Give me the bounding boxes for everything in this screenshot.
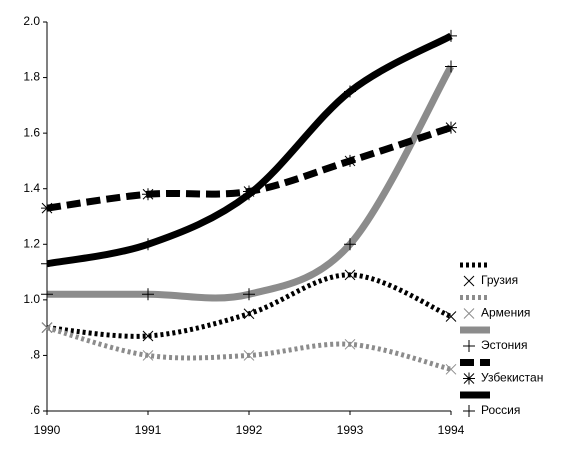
y-tick-label: .8 xyxy=(30,348,40,362)
marker xyxy=(142,288,154,301)
marker xyxy=(41,202,53,215)
y-tick-label: 1.6 xyxy=(23,125,40,139)
x-tick-label: 1990 xyxy=(34,423,61,437)
legend-label: Узбекистан xyxy=(481,371,543,385)
marker xyxy=(463,340,475,352)
y-tick-label: 1.4 xyxy=(23,181,40,195)
y-tick-label: 1.0 xyxy=(23,292,40,306)
legend-label: Армения xyxy=(481,306,530,320)
legend-label: Россия xyxy=(481,403,520,417)
marker xyxy=(142,188,154,201)
marker xyxy=(463,308,475,319)
marker xyxy=(142,350,154,361)
series-line xyxy=(46,272,453,339)
x-tick-label: 1993 xyxy=(337,423,364,437)
x-tick-label: 1994 xyxy=(438,423,465,437)
marker xyxy=(344,154,356,167)
marker xyxy=(463,372,475,385)
marker xyxy=(344,238,356,251)
y-tick-label: 1.8 xyxy=(23,70,40,84)
marker xyxy=(445,363,457,375)
y-tick-label: 2.0 xyxy=(23,14,40,28)
legend-label: Грузия xyxy=(481,273,518,287)
marker xyxy=(41,322,53,333)
marker xyxy=(142,238,154,251)
marker xyxy=(41,288,53,301)
marker xyxy=(344,269,356,281)
marker xyxy=(344,338,356,350)
x-tick-label: 1992 xyxy=(236,423,263,437)
marker xyxy=(445,311,457,322)
marker xyxy=(463,405,475,417)
y-tick-label: 1.2 xyxy=(23,236,40,250)
marker xyxy=(142,330,154,342)
marker xyxy=(445,121,457,134)
marker xyxy=(344,85,356,98)
marker xyxy=(243,350,255,361)
series-line xyxy=(47,64,455,302)
marker xyxy=(463,275,475,287)
legend-label: Эстония xyxy=(481,338,528,352)
marker xyxy=(243,288,255,301)
marker xyxy=(41,257,53,270)
marker xyxy=(445,60,457,73)
y-tick-label: .6 xyxy=(30,403,40,417)
marker xyxy=(243,308,255,320)
marker xyxy=(445,29,457,42)
marker xyxy=(243,188,255,201)
x-tick-label: 1991 xyxy=(135,423,162,437)
